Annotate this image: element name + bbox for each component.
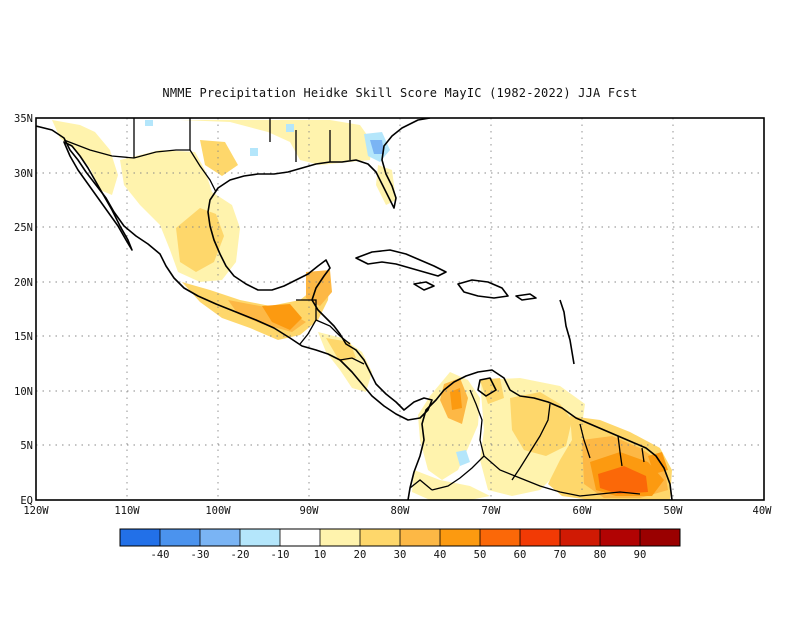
lat-label: 20N [14,277,33,289]
lon-label: 40W [753,505,773,517]
coast-north-america [36,118,433,421]
coast-puerto-rico [515,293,537,301]
colorbar-bin [600,529,640,546]
shade-honduras [326,338,356,362]
shade-florida [376,165,396,205]
colorbar-bin [560,529,600,546]
shade-us-south [180,120,372,165]
colorbar-bin [200,529,240,546]
lon-label: 90W [300,505,320,517]
lon-label: 100W [205,505,231,517]
shade-venezuela-mid [510,392,572,456]
colorbar-bin [320,529,360,546]
shade-dot-1 [250,148,258,156]
colorbar-tick-label: -30 [191,549,210,561]
shade-texas-spot [200,140,238,176]
colorbar-tick-label: 90 [634,549,647,561]
coast-baja [63,141,133,251]
border-guianas [579,423,645,467]
lon-labels: 120W 110W 100W 90W 80W 70W 60W 50W 40W [23,505,772,517]
shade-florida-blue-core [370,140,384,154]
colorbar-tick-label: 60 [514,549,527,561]
lat-label: 10N [14,386,33,398]
shade-chiapas [262,304,302,330]
coastlines [36,118,673,500]
colorbar-tick-label: 20 [354,549,367,561]
coast-cuba [355,249,447,277]
colorbar-dividers [159,529,641,546]
lat-label: 30N [14,168,33,180]
border-ecuador [409,479,433,491]
coast-lesser-antilles [559,299,575,365]
border-texas [189,149,217,193]
colorbar-bin [280,529,320,546]
colorbar-tick-label: -10 [271,549,290,561]
lon-label: 110W [114,505,140,517]
coast-jamaica [413,281,435,291]
border-brazil-north [483,455,641,497]
shade-dot-2 [286,124,294,132]
colorbar-tick-label: -20 [231,549,250,561]
lon-label: 80W [391,505,411,517]
shade-colombia-blue [456,450,470,466]
lon-label: 60W [573,505,593,517]
shade-brazil-edge [412,470,490,500]
lat-label: EQ [20,495,33,507]
shade-dot-3 [145,120,153,126]
colorbar-bin [440,529,480,546]
colorbar-bin [640,529,680,546]
borders [63,118,645,497]
grid-lines [36,118,764,500]
border-us-states [133,118,351,162]
colorbar-bin [240,529,280,546]
colorbar: -40 -30 -20 -10 10 20 30 40 50 60 70 80 … [119,528,681,561]
colorbar-tick-label: 10 [314,549,327,561]
lat-label: 35N [14,113,33,125]
lat-label: 15N [14,331,33,343]
lon-label: 120W [23,505,49,517]
border-us-mexico [63,118,191,159]
colorbar-bin [120,529,160,546]
colorbar-tick-label: 70 [554,549,567,561]
shade-guianas-peak [598,466,648,494]
border-central-america [315,319,365,365]
colorbar-tick-label: 40 [434,549,447,561]
shade-colombia-peak [450,388,462,410]
colorbar-tick-label: 30 [394,549,407,561]
shade-amapa [648,452,668,474]
colorbar-bin [160,529,200,546]
shade-mexico-north [52,120,118,195]
skill-shading [52,120,672,500]
colorbar-bin [480,529,520,546]
map-title: NMME Precipitation Heidke Skill Score Ma… [162,86,638,100]
map-frame [35,117,765,501]
lon-label: 50W [664,505,684,517]
lat-label: 5N [20,440,33,452]
colorbar-bin [400,529,440,546]
shade-mexico-core [176,208,224,272]
lat-label: 25N [14,222,33,234]
colorbar-tick-label: 80 [594,549,607,561]
colorbar-tick-label: -40 [151,549,170,561]
border-venezuela-guyana [511,403,551,481]
colorbar-tick-label: 50 [474,549,487,561]
lat-labels: 35N 30N 25N 20N 15N 10N 5N EQ [14,113,33,507]
lon-label: 70W [482,505,502,517]
colorbar-bin [520,529,560,546]
colorbar-bin [360,529,400,546]
coast-hispaniola [457,279,509,299]
coast-lake-maracaibo [477,377,497,397]
coast-south-america [407,369,673,500]
